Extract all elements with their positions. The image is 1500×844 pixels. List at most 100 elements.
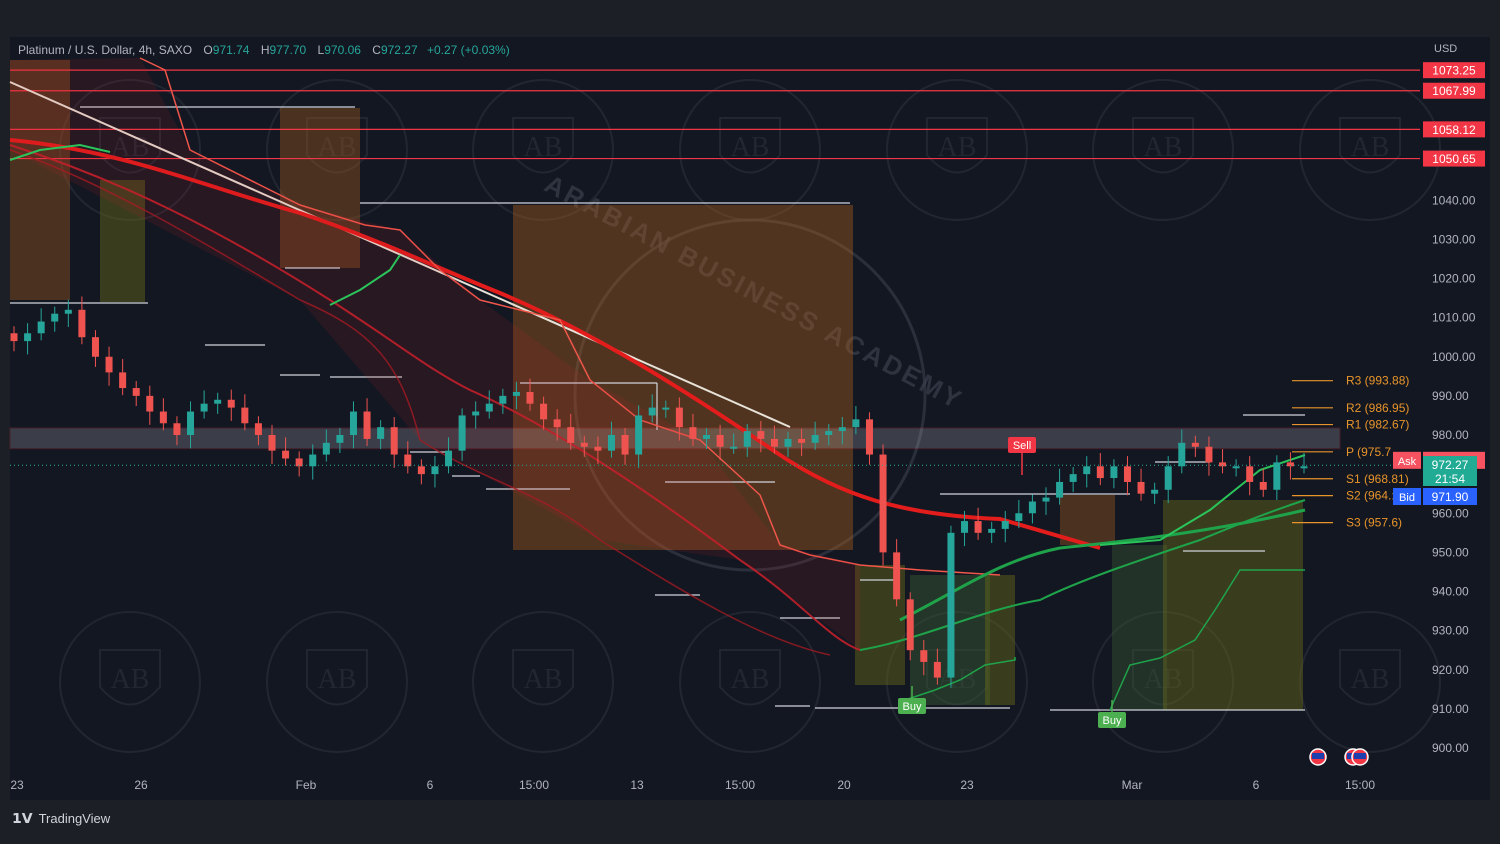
time-tick: 6 (1253, 778, 1260, 792)
candle-body (947, 532, 955, 678)
bar-countdown: 21:54 (1435, 472, 1465, 486)
ma-slow-line (9, 138, 1101, 550)
candle-body (309, 454, 317, 467)
candle-body (594, 446, 602, 451)
candle-body (675, 407, 683, 428)
ma-fast-line (9, 149, 831, 656)
last-price-box (1423, 456, 1477, 486)
watermark-shield (926, 649, 988, 706)
candle-body (458, 415, 466, 451)
watermark-text: AB (318, 664, 357, 695)
candle-body (173, 423, 181, 435)
watermark-circle (679, 611, 821, 753)
candle-body (24, 333, 32, 342)
low-value: 970.06 (324, 43, 361, 57)
candle-body (1083, 466, 1091, 475)
buy-signal-label: Buy (903, 701, 922, 713)
price-tick: 920.00 (1432, 663, 1469, 677)
price-tag-label: 1067.99 (1432, 84, 1476, 98)
price-tick: 1040.00 (1432, 193, 1476, 207)
ma-green-fast (859, 499, 1306, 651)
candle-body (961, 521, 969, 533)
price-tag-box (1423, 121, 1485, 138)
candle-body (526, 391, 534, 404)
high-label: H (260, 43, 270, 57)
watermark-text: AB (731, 132, 770, 163)
candle-body (933, 661, 941, 678)
price-tick: 960.00 (1432, 506, 1469, 520)
watermark-circle (1299, 79, 1441, 221)
last-price: 972.27 (1432, 458, 1469, 472)
price-tick: 950.00 (1432, 545, 1469, 559)
candle-body (906, 599, 914, 651)
candle-body (119, 372, 127, 389)
candle-body (553, 419, 561, 428)
candle-body (784, 438, 792, 447)
watermark-circle (1092, 79, 1234, 221)
candle-body (1259, 481, 1267, 490)
price-tick: 930.00 (1432, 624, 1469, 638)
candle-body (1232, 466, 1240, 469)
supertrend-down-line (139, 57, 1001, 576)
us-event-flag-icon (1312, 753, 1324, 759)
price-tick: 1010.00 (1432, 311, 1476, 325)
candle-body (417, 466, 425, 475)
time-tick: 26 (134, 778, 148, 792)
candle-body (363, 411, 371, 439)
price-tick: 1020.00 (1432, 272, 1476, 286)
candle-body (512, 391, 520, 396)
ask-tag (1393, 451, 1421, 469)
candle-body (1164, 466, 1172, 490)
price-tick: 940.00 (1432, 585, 1469, 599)
shaded-zone (100, 180, 145, 302)
close-label: C (372, 43, 381, 57)
watermark-text: AB (938, 132, 977, 163)
candle-body (1205, 446, 1213, 463)
watermark-text: AB (731, 664, 770, 695)
candle-body (404, 454, 412, 467)
open-label: O (203, 43, 213, 57)
candle-body (241, 407, 249, 424)
candles-layer (10, 296, 1308, 688)
tradingview-icon: 𝟭𝗩 (12, 810, 33, 826)
low-label: L (317, 43, 325, 57)
time-tick: Feb (296, 778, 317, 792)
time-tick: 23 (10, 778, 24, 792)
watermark-text: AB (1144, 132, 1183, 163)
candle-body (893, 552, 901, 600)
time-tick: 20 (837, 778, 851, 792)
candle-body (336, 435, 344, 443)
watermark-circle (266, 611, 408, 753)
candle-body (445, 450, 453, 467)
time-tick: 15:00 (1345, 778, 1375, 792)
candle-body (607, 435, 615, 451)
candle-body (159, 411, 167, 424)
candle-body (1069, 474, 1077, 482)
candle-body (10, 333, 18, 342)
candle-body (1015, 513, 1023, 522)
ma-green-slow (899, 508, 1306, 622)
candle-body (200, 403, 208, 412)
candle-body (838, 427, 846, 432)
price-tick: 910.00 (1432, 702, 1469, 716)
candle-body (974, 521, 982, 533)
candle-body (51, 313, 59, 322)
high-value: 977.70 (269, 43, 307, 57)
candle-body (64, 309, 72, 314)
shaded-zone (1163, 500, 1303, 710)
watermark-text: AB (1351, 664, 1390, 695)
tradingview-logo[interactable]: 𝟭𝗩 TradingView (12, 810, 110, 827)
candle-body (105, 356, 113, 373)
price-tag-box (1423, 82, 1485, 99)
price-tick: 900.00 (1432, 741, 1469, 755)
candle-body (825, 431, 833, 435)
candle-body (1042, 497, 1050, 502)
candle-body (485, 403, 493, 412)
price-tick: 980.00 (1432, 428, 1469, 442)
candle-body (1300, 466, 1308, 469)
watermark-text: AB (1351, 132, 1390, 163)
time-tick: Mar (1122, 778, 1143, 792)
currency-label[interactable]: USD (1434, 43, 1458, 55)
